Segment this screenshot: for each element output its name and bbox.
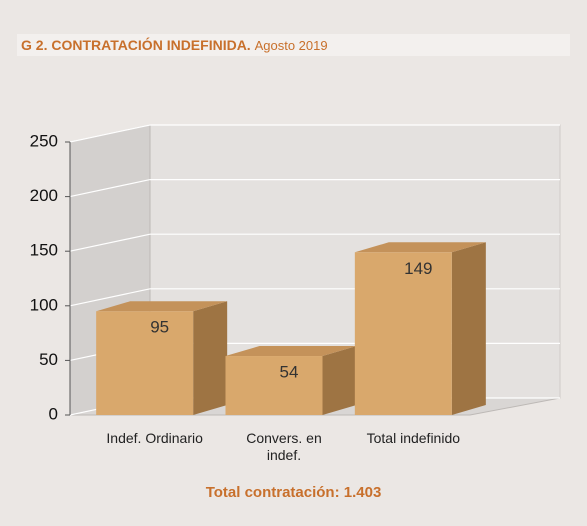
y-tick-label: 50: [39, 350, 58, 369]
title-bar: G 2. CONTRATACIÓN INDEFINIDA. Agosto 201…: [17, 34, 570, 56]
data-label: 95: [150, 318, 169, 337]
bar: [354, 252, 452, 415]
bar-side: [451, 242, 486, 415]
chart-subtitle: Agosto 2019: [254, 38, 328, 53]
grid-line: [69, 288, 151, 307]
y-tick-label: 250: [30, 131, 58, 150]
bar-top: [96, 301, 228, 312]
bar-side: [193, 301, 228, 415]
y-tick-label: 150: [30, 241, 58, 260]
bar-top: [354, 242, 486, 253]
chart-title: G 2. CONTRATACIÓN INDEFINIDA.: [21, 37, 251, 53]
y-tick-label: 100: [30, 295, 58, 314]
x-tick-label: Indef. Ordinario: [106, 430, 203, 446]
grid-line: [69, 233, 151, 252]
bar-top: [225, 346, 357, 357]
annotation: Total contratación: 1.403: [205, 484, 382, 501]
bar: [96, 311, 194, 415]
grid-line: [69, 124, 151, 143]
bar-side: [322, 346, 357, 415]
bar: [225, 356, 323, 415]
y-tick-label: 0: [49, 404, 58, 423]
y-tick-label: 200: [30, 186, 58, 205]
x-tick-label: Total indefinido: [366, 430, 461, 446]
data-label: 54: [280, 363, 299, 382]
x-tick-label: Convers. en indef.: [246, 430, 322, 463]
data-label: 149: [404, 259, 432, 278]
grid-line: [69, 179, 151, 198]
